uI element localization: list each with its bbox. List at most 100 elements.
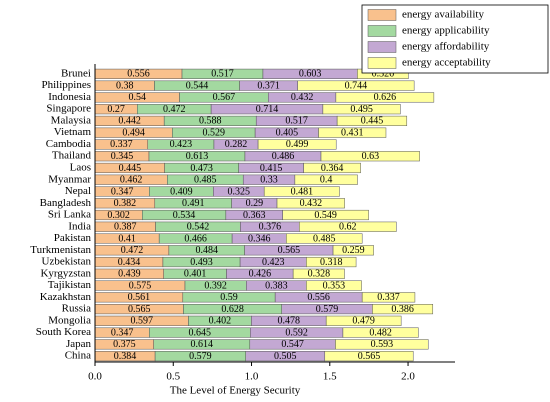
y-tick-label: Turkmenistan — [30, 244, 91, 256]
data-label: 0.434 — [118, 257, 141, 268]
data-label: 0.614 — [190, 339, 213, 350]
bar-segment — [335, 339, 429, 350]
data-label: 0.259 — [342, 245, 365, 256]
data-label: 0.4 — [320, 175, 333, 186]
data-label: 0.382 — [114, 198, 137, 209]
y-tick-label: Russia — [62, 303, 91, 315]
data-label: 0.744 — [345, 80, 368, 91]
data-label: 0.41 — [118, 233, 136, 244]
data-label: 0.529 — [202, 127, 225, 138]
data-label: 0.392 — [204, 280, 227, 291]
data-label: 0.547 — [281, 339, 304, 350]
data-label: 0.33 — [260, 175, 278, 186]
data-label: 0.482 — [369, 327, 392, 338]
data-label: 0.426 — [249, 269, 272, 280]
data-label: 0.364 — [321, 163, 344, 174]
data-label: 0.613 — [186, 151, 209, 162]
data-label: 0.491 — [182, 198, 205, 209]
data-label: 0.479 — [352, 316, 375, 327]
data-label: 0.626 — [374, 92, 397, 103]
data-label: 0.517 — [211, 69, 234, 80]
data-label: 0.371 — [257, 80, 280, 91]
data-label: 0.567 — [213, 92, 236, 103]
data-label: 0.473 — [190, 163, 213, 174]
data-label: 0.337 — [377, 292, 400, 303]
data-label: 0.588 — [199, 116, 222, 127]
x-tick-label: 1.5 — [323, 371, 337, 383]
data-label: 0.347 — [111, 327, 134, 338]
y-tick-label: Kyrgyzstan — [40, 267, 91, 279]
data-label: 0.401 — [184, 269, 207, 280]
y-tick-label: Indonesia — [48, 91, 91, 103]
y-tick-label: Thailand — [52, 150, 92, 162]
data-label: 0.714 — [256, 104, 279, 115]
y-tick-label: Cambodia — [46, 138, 91, 150]
data-label: 0.54 — [129, 92, 147, 103]
data-label: 0.423 — [262, 257, 285, 268]
y-tick-label: Singapore — [46, 103, 91, 115]
y-tick-label: Bangladesh — [40, 197, 92, 209]
data-label: 0.376 — [259, 222, 282, 233]
data-label: 0.375 — [113, 339, 136, 350]
data-label: 0.505 — [274, 351, 297, 362]
y-tick-label: Sri Lanka — [48, 209, 91, 221]
bar-segment — [282, 209, 369, 221]
bar-segment — [286, 233, 363, 244]
data-label: 0.409 — [170, 186, 193, 197]
legend-label: energy availability — [402, 9, 484, 21]
y-tick-label: Brunei — [61, 67, 91, 79]
bar-segment — [322, 104, 401, 115]
data-label: 0.38 — [116, 80, 134, 91]
data-label: 0.445 — [119, 163, 142, 174]
data-label: 0.347 — [111, 186, 134, 197]
data-label: 0.462 — [120, 175, 143, 186]
data-label: 0.328 — [308, 269, 331, 280]
bar-segment — [292, 268, 345, 279]
y-tick-label: Myanmar — [48, 173, 91, 185]
data-label: 0.345 — [111, 151, 134, 162]
x-tick-label: 2.0 — [401, 371, 415, 383]
data-label: 0.326 — [372, 69, 395, 80]
data-label: 0.59 — [220, 292, 238, 303]
data-label: 0.337 — [110, 139, 133, 150]
bar-segment — [325, 315, 402, 326]
data-label: 0.534 — [173, 210, 196, 221]
bar-segment — [342, 327, 419, 338]
data-label: 0.384 — [114, 351, 137, 362]
bar-segment — [318, 127, 387, 138]
data-label: 0.592 — [285, 327, 308, 338]
data-label: 0.432 — [291, 92, 314, 103]
y-tick-label: Pakistan — [54, 232, 92, 244]
y-tick-label: Uzbekistan — [42, 256, 92, 268]
data-label: 0.593 — [371, 339, 394, 350]
data-label: 0.561 — [128, 292, 151, 303]
bar-segment — [332, 245, 374, 256]
bar-segment — [257, 139, 337, 150]
data-label: 0.478 — [278, 316, 301, 327]
data-label: 0.549 — [314, 210, 337, 221]
legend-label: energy affordability — [402, 41, 490, 53]
data-label: 0.302 — [107, 210, 130, 221]
bar-segment — [299, 221, 397, 232]
data-label: 0.517 — [285, 116, 308, 127]
data-label: 0.603 — [299, 69, 322, 80]
y-tick-label: Mongolia — [48, 314, 91, 326]
data-label: 0.318 — [320, 257, 343, 268]
data-label: 0.363 — [243, 210, 266, 221]
y-tick-label: India — [68, 220, 91, 232]
data-label: 0.29 — [246, 198, 264, 209]
data-label: 0.544 — [186, 80, 209, 91]
bar-segment — [320, 151, 420, 162]
data-label: 0.597 — [130, 316, 153, 327]
data-label: 0.432 — [300, 198, 323, 209]
bar-segment — [276, 198, 345, 209]
legend-swatch — [367, 25, 397, 37]
y-tick-label: Nepal — [65, 185, 91, 197]
data-label: 0.485 — [313, 233, 336, 244]
data-label: 0.565 — [358, 351, 381, 362]
data-label: 0.466 — [184, 233, 207, 244]
bar-segment — [372, 304, 434, 315]
data-label: 0.556 — [307, 292, 330, 303]
y-tick-label: Kazakhstan — [40, 291, 92, 303]
data-label: 0.495 — [350, 104, 373, 115]
